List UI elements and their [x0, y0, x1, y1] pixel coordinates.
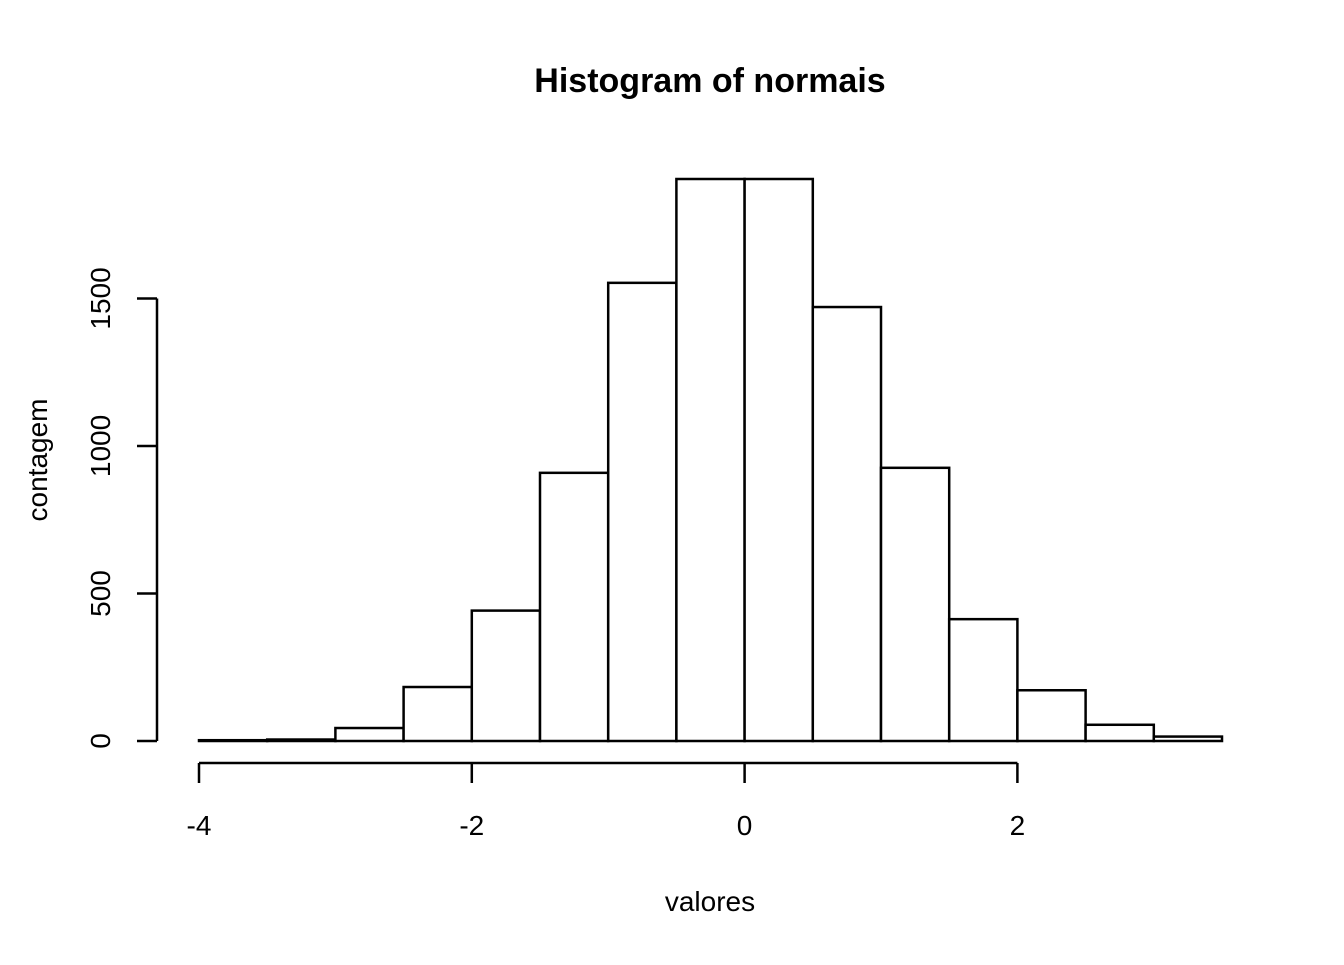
y-tick-label: 0 — [85, 733, 116, 749]
histogram-bar — [811, 305, 883, 743]
chart-title: Histogram of normais — [534, 62, 885, 100]
x-tick-label: 0 — [737, 810, 753, 841]
histogram-bar — [197, 738, 269, 743]
histogram-bar — [743, 177, 815, 743]
x-tick-label: -4 — [187, 810, 212, 841]
histogram-bar — [402, 685, 474, 743]
histogram-bar — [1084, 723, 1156, 743]
y-axis: 0 500 1000 1500 — [85, 267, 159, 749]
bars-group — [197, 177, 1224, 743]
y-axis-label: contagem — [22, 399, 53, 522]
histogram-bar — [947, 617, 1019, 743]
histogram-bar — [470, 609, 542, 743]
histogram-bar — [1016, 689, 1087, 743]
y-tick-label: 1000 — [85, 415, 116, 477]
y-tick-label: 500 — [85, 570, 116, 617]
histogram-bar — [879, 466, 951, 743]
x-tick-label: 2 — [1010, 810, 1026, 841]
y-tick-label: 1500 — [85, 267, 116, 329]
histogram-bar — [675, 177, 746, 743]
histogram-bar — [265, 738, 337, 743]
x-tick-label: -2 — [459, 810, 484, 841]
histogram-bar — [1152, 735, 1224, 743]
histogram-bar — [538, 471, 610, 743]
x-axis-label: valores — [665, 886, 755, 917]
histogram-bar — [606, 281, 678, 743]
histogram-bar — [334, 726, 405, 743]
x-axis: -4 -2 0 2 — [187, 761, 1026, 841]
